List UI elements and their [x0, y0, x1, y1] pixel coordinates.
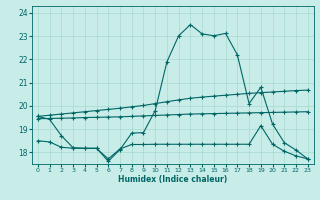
X-axis label: Humidex (Indice chaleur): Humidex (Indice chaleur) [118, 175, 228, 184]
